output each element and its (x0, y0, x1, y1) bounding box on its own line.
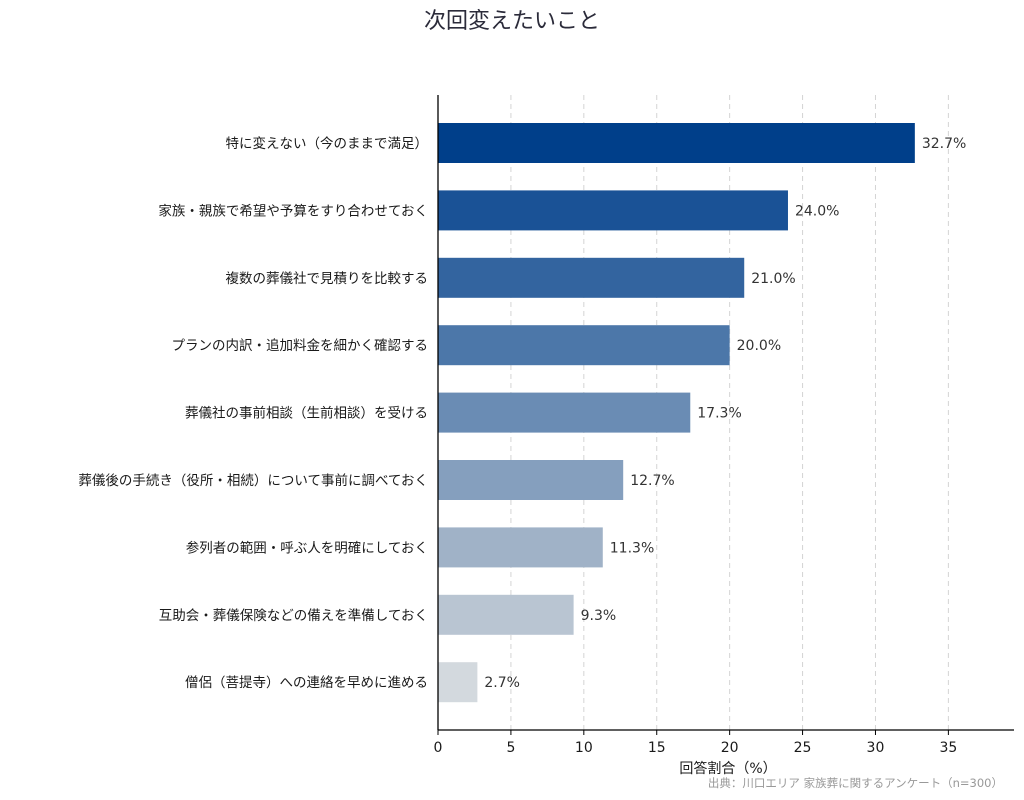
bar (438, 325, 730, 366)
x-tick-label: 15 (648, 740, 666, 756)
x-tick-label: 20 (721, 740, 739, 756)
category-label: 葬儀後の手続き（役所・相続）について事前に調べておく (78, 472, 428, 489)
category-label: 家族・親族で希望や予算をすり合わせておく (158, 202, 428, 219)
x-tick-label: 5 (506, 740, 515, 756)
value-labels: 32.7% 24.0% 21.0% 20.0% 17.3% 12.7% 11.3% 9.3% 2… (484, 136, 966, 691)
value-label: 2.7% (484, 675, 520, 691)
bar (438, 257, 745, 298)
x-tick-label: 30 (867, 740, 885, 756)
value-label: 12.7% (630, 473, 674, 489)
value-label: 21.0% (751, 271, 795, 287)
value-label: 20.0% (737, 338, 781, 354)
value-label: 32.7% (922, 136, 966, 152)
category-labels: 特に変えない（今のままで満足） 家族・親族で希望や予算をすり合わせておく複数の葬儀… (78, 135, 428, 691)
category-label: 参列者の範囲・呼ぶ人を明確にしておく (186, 539, 428, 556)
category-label: 複数の葬儀社で見積りを比較する (226, 270, 429, 287)
x-tick-label: 10 (575, 740, 593, 756)
value-label: 24.0% (795, 203, 839, 219)
x-axis-label: 回答割合（%） (679, 760, 776, 777)
bars (438, 123, 915, 703)
x-tick-labels: 0 5 10 15 20 25 30 35 (434, 740, 958, 756)
x-tick-label: 35 (939, 740, 957, 756)
value-label: 9.3% (581, 608, 617, 624)
category-label: 葬儀社の事前相談（生前相談）を受ける (185, 405, 428, 422)
bar (438, 594, 574, 635)
value-label: 11.3% (610, 540, 654, 556)
bar (438, 190, 788, 231)
x-tick-label: 0 (434, 740, 443, 756)
x-tick-label: 25 (794, 740, 812, 756)
category-label: 互助会・葬儀保険などの備えを準備しておく (159, 608, 428, 624)
category-label: 特に変えない（今のままで満足） (226, 135, 429, 152)
bar (438, 662, 478, 703)
bar (438, 527, 603, 568)
source-note: 出典：川口エリア 家族葬に関するアンケート（n=300） (708, 776, 1003, 790)
bar (438, 392, 691, 433)
category-label: 僧侶（菩提寺）への連絡を早めに進める (185, 675, 428, 691)
bar (438, 460, 624, 500)
category-label: プランの内訳・追加料金を細かく確認する (172, 338, 429, 354)
chart-title: 次回変えたいこと (424, 9, 600, 34)
bar (438, 123, 915, 163)
axes (437, 95, 1014, 735)
value-label: 17.3% (697, 406, 741, 422)
